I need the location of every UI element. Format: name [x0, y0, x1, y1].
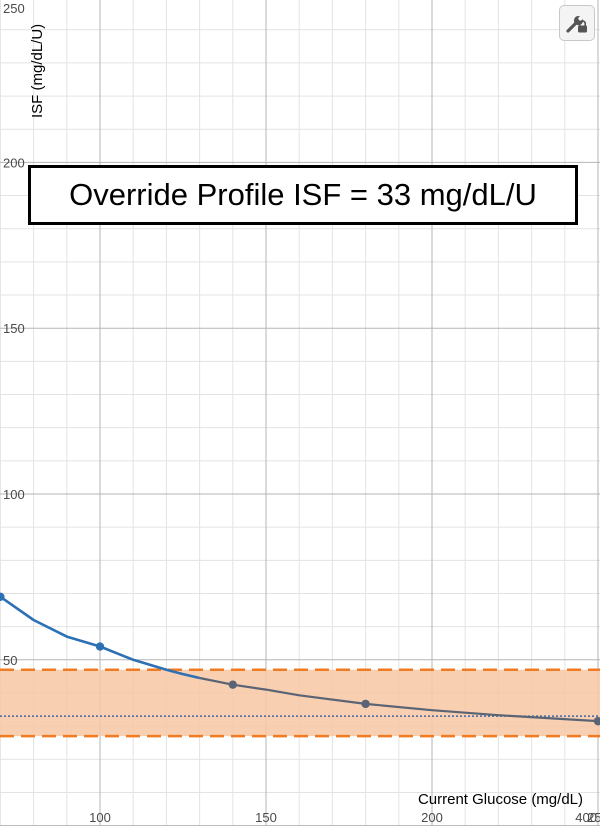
y-tick-label: 200 [3, 155, 25, 170]
data-point [593, 716, 600, 726]
x-tick-label: 200 [421, 810, 443, 825]
isf-points [0, 592, 600, 726]
x-axis-label: Current Glucose (mg/dL) [418, 791, 583, 808]
graph-settings-button[interactable] [559, 5, 595, 41]
wrench-lock-icon [566, 15, 587, 33]
y-tick-label: 100 [3, 487, 25, 502]
x-tick-label: 150 [255, 810, 277, 825]
data-point [361, 699, 370, 709]
y-tick-label: 150 [3, 321, 25, 336]
isf-curve-segment-high [199, 676, 600, 723]
x-tick-labels: 50100150200250300350400 [89, 810, 600, 825]
y-tick-label: 250 [3, 1, 25, 16]
y-axis-label: ISF (mg/dL/U) [29, 24, 46, 118]
x-tick-label: 400 [575, 810, 597, 825]
x-tick-label: 250 [587, 810, 600, 825]
data-point [95, 642, 105, 651]
isf-curve [0, 594, 600, 723]
y-tick-labels: 50 100 150 200 250 [3, 1, 25, 668]
override-isf-label-box: Override Profile ISF = 33 mg/dL/U [28, 165, 578, 225]
isf-curve-segment-low [0, 594, 200, 680]
x-tick-label: 100 [89, 810, 111, 825]
chart-title: Override Profile ISF = 33 mg/dL/U [69, 177, 537, 212]
y-tick-label: 50 [3, 653, 17, 668]
override-band-fill [0, 669, 600, 737]
data-point [0, 592, 5, 601]
override-band [0, 668, 600, 738]
data-point [228, 680, 237, 689]
